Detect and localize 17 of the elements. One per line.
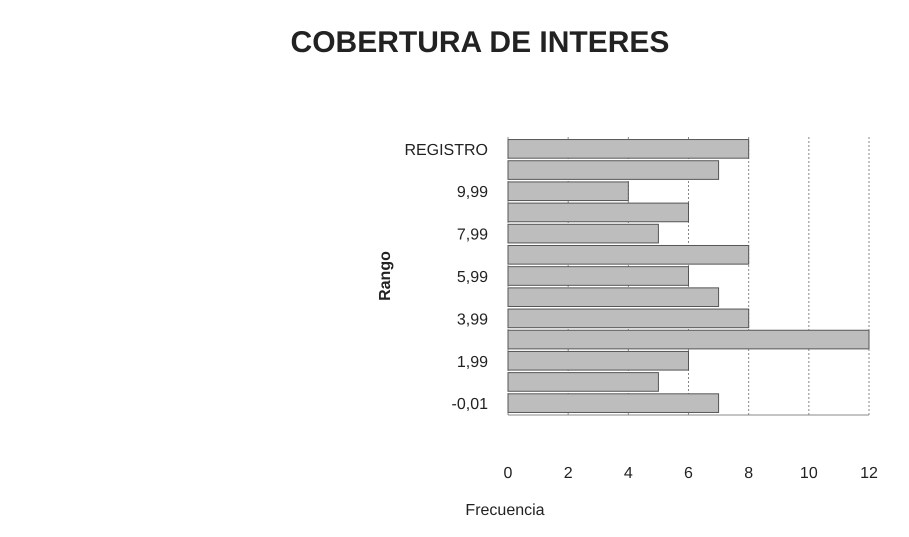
y-tick-label: -0,01 bbox=[452, 396, 488, 414]
y-axis-title: Rango bbox=[377, 250, 394, 301]
y-tick-label: 9,99 bbox=[456, 184, 488, 202]
x-tick-label: 12 bbox=[860, 465, 878, 482]
x-tick-label: 2 bbox=[564, 465, 573, 482]
y-tick-label: 3,99 bbox=[456, 311, 488, 328]
x-axis-title: Frecuencia bbox=[465, 502, 545, 519]
x-tick-label: 8 bbox=[744, 465, 754, 482]
x-tick-label: 0 bbox=[504, 465, 513, 482]
y-tick-label: 7,99 bbox=[456, 226, 488, 244]
x-tick-label: 10 bbox=[800, 465, 818, 482]
y-tick-label: 1,99 bbox=[456, 354, 488, 371]
x-tick-label: 4 bbox=[624, 465, 633, 482]
chart-title: COBERTURA DE INTERES bbox=[290, 26, 670, 59]
y-tick-label: 5,99 bbox=[456, 269, 488, 286]
x-tick-label: 6 bbox=[684, 465, 694, 482]
y-tick-label: REGISTRO bbox=[404, 142, 488, 159]
